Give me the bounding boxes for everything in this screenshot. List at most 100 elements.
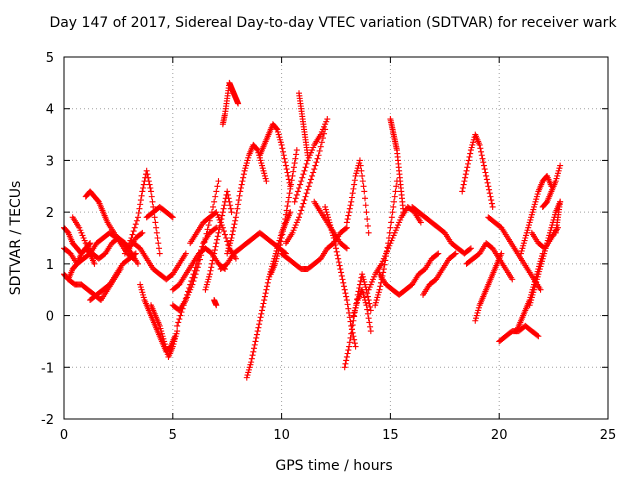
data-point <box>174 322 181 329</box>
data-point <box>309 172 316 179</box>
data-point <box>143 167 150 174</box>
data-point <box>293 151 300 158</box>
data-point <box>144 171 151 178</box>
data-point <box>148 193 155 200</box>
data-point <box>202 286 209 293</box>
series-arc-03 <box>61 224 94 257</box>
data-point <box>343 357 350 364</box>
data-point <box>132 221 139 228</box>
data-point <box>472 317 479 324</box>
data-point <box>256 317 263 324</box>
data-point <box>541 250 548 257</box>
data-point <box>518 247 525 254</box>
x-tick-label: 0 <box>60 428 68 443</box>
data-point <box>351 177 358 184</box>
x-tick-label: 20 <box>491 428 508 443</box>
data-point <box>538 258 545 265</box>
data-point <box>198 247 205 254</box>
data-point <box>535 333 542 340</box>
data-point <box>375 289 382 296</box>
series-arc-42 <box>472 250 505 324</box>
data-point <box>373 297 380 304</box>
data-point <box>323 209 330 216</box>
data-point <box>350 185 357 192</box>
data-point <box>342 244 349 251</box>
data-point <box>487 193 494 200</box>
data-point <box>460 181 467 188</box>
series-arc-40 <box>459 131 496 210</box>
data-point <box>227 240 234 247</box>
data-point <box>291 160 298 167</box>
data-point <box>365 315 372 322</box>
series-arc-20 <box>224 141 270 257</box>
data-point <box>309 147 316 154</box>
data-point <box>343 245 350 252</box>
data-point <box>352 172 359 179</box>
data-point <box>138 192 145 199</box>
data-point <box>145 174 152 181</box>
data-point <box>531 203 538 210</box>
data-point <box>478 148 485 155</box>
data-point <box>346 343 353 350</box>
data-point <box>522 235 529 241</box>
data-point <box>178 309 185 316</box>
data-point <box>150 203 157 210</box>
data-point <box>367 281 374 288</box>
x-tick-label: 10 <box>273 428 290 443</box>
data-point <box>531 286 538 293</box>
data-point <box>282 159 289 166</box>
data-point <box>208 264 215 271</box>
data-point <box>385 235 392 241</box>
data-point <box>138 286 145 293</box>
data-point <box>228 209 235 216</box>
data-point <box>275 131 282 138</box>
data-point <box>218 216 225 223</box>
data-point <box>390 203 397 210</box>
data-point <box>519 245 526 252</box>
data-point <box>149 198 156 205</box>
data-point <box>350 312 357 319</box>
series-arc-18 <box>211 297 220 309</box>
data-point <box>246 364 253 371</box>
data-point <box>243 162 250 169</box>
data-point <box>343 224 350 231</box>
data-point <box>324 211 331 218</box>
data-point <box>134 214 141 221</box>
data-point <box>241 167 248 174</box>
data-point <box>245 154 252 161</box>
data-point <box>301 167 308 174</box>
data-point <box>214 211 221 218</box>
data-point <box>161 338 168 345</box>
data-point <box>213 302 220 309</box>
data-point <box>258 310 265 317</box>
data-point <box>365 229 372 236</box>
data-point <box>538 260 545 267</box>
data-point <box>176 316 183 323</box>
data-point <box>131 251 138 258</box>
data-point <box>292 195 299 202</box>
series-arc-11 <box>148 302 181 360</box>
data-point <box>486 186 493 193</box>
data-point <box>360 183 367 190</box>
data-point <box>475 307 482 314</box>
data-point <box>552 178 559 185</box>
series-arc-22 <box>243 209 294 381</box>
data-point <box>214 183 221 190</box>
data-point <box>364 216 371 223</box>
data-point <box>322 206 329 213</box>
data-point <box>488 200 495 207</box>
data-point <box>380 266 387 273</box>
data-point <box>533 193 540 200</box>
data-point <box>210 253 217 260</box>
series-arc-32 <box>343 157 372 236</box>
data-point <box>259 165 266 172</box>
data-point <box>349 322 356 329</box>
data-point <box>211 198 218 205</box>
data-point <box>531 284 538 291</box>
data-point <box>341 286 348 293</box>
data-point <box>244 372 251 379</box>
series-arc-09 <box>130 240 189 283</box>
data-point <box>254 328 261 335</box>
data-point <box>182 295 189 302</box>
data-point <box>292 155 299 162</box>
